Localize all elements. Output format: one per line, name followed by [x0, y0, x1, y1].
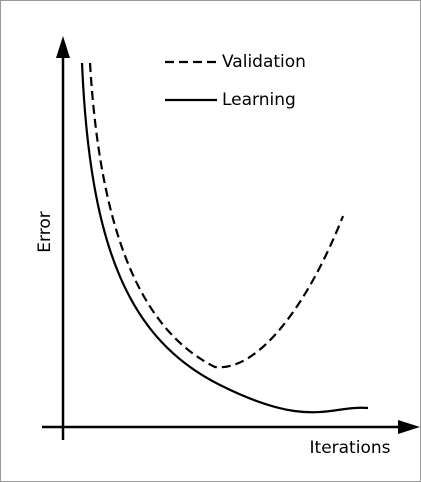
legend-label: Validation	[222, 52, 306, 72]
y-axis-arrow	[56, 36, 70, 58]
learning-curve	[80, 62, 369, 414]
x-axis-label: Iterations	[310, 438, 391, 458]
legend-label: Learning	[222, 90, 296, 110]
validation-curve	[88, 62, 345, 369]
x-axis-arrow	[398, 420, 420, 434]
y-axis-label: Error	[35, 211, 55, 252]
